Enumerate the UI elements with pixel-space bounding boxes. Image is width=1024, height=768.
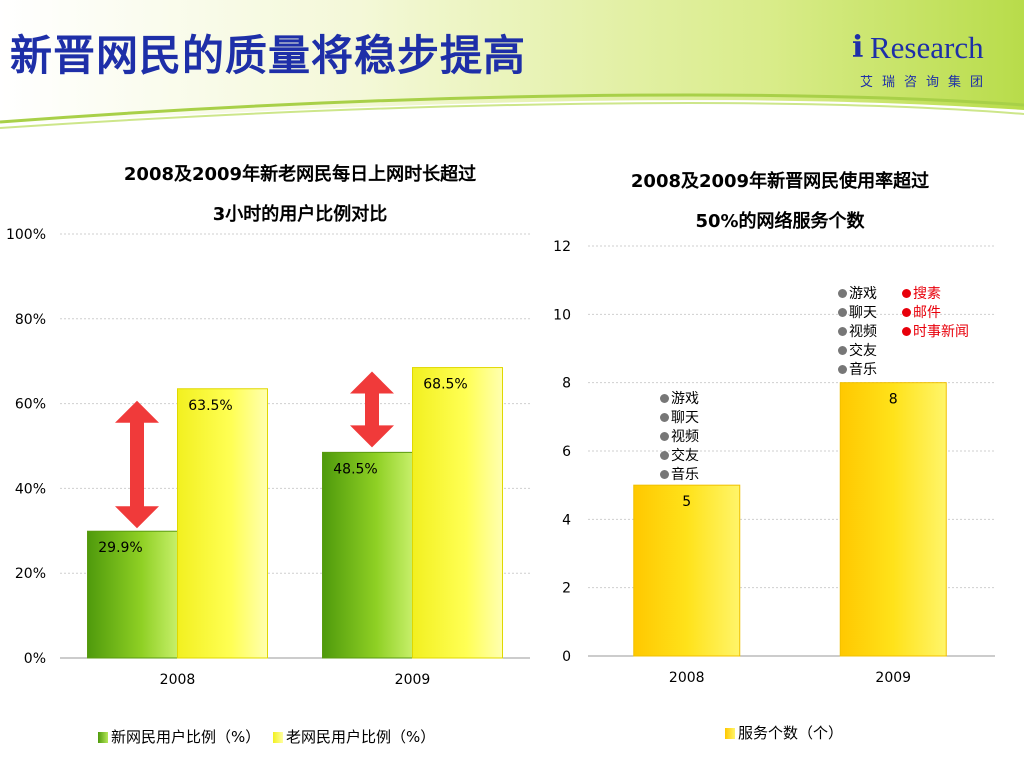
- annot-2008-item: 视频: [660, 428, 699, 447]
- bar-new-2009: [322, 451, 413, 659]
- y-tick-label: 40%: [15, 481, 46, 497]
- bullet-icon: [902, 308, 911, 317]
- bullet-icon: [838, 289, 847, 298]
- legend-swatch-gold: [725, 728, 735, 739]
- header-banner: [0, 0, 1024, 129]
- y-tick-label: 10: [553, 307, 571, 323]
- bullet-icon: [660, 470, 669, 479]
- legend-item-old: 老网民用户比例（%）: [273, 726, 435, 747]
- data-label: 5: [682, 494, 691, 510]
- annot-2009-grey-list: 游戏 聊天 视频 交友 音乐: [838, 285, 877, 380]
- annot-2009-item: 游戏: [838, 285, 877, 304]
- legend-item-new: 新网民用户比例（%）: [98, 726, 260, 747]
- x-tick-label: 2009: [395, 672, 431, 688]
- y-tick-label: 4: [562, 512, 571, 528]
- annot-2008-item: 聊天: [660, 409, 699, 428]
- y-tick-label: 0%: [24, 651, 46, 667]
- chart2-legend: 服务个数（个）: [725, 722, 851, 743]
- chart1-title: 2008及2009年新老网民每日上网时长超过 3小时的用户比例对比: [60, 155, 540, 235]
- x-tick-label: 2009: [875, 670, 911, 686]
- data-label: 68.5%: [423, 377, 467, 393]
- double-arrow-icon: [115, 400, 159, 529]
- annot-2009-red-item: 搜素: [902, 285, 969, 304]
- bullet-icon: [660, 394, 669, 403]
- bullet-icon: [902, 289, 911, 298]
- legend-swatch-yellow: [273, 732, 284, 743]
- bar-services-2008: [633, 484, 741, 657]
- bar-services-2009: [839, 382, 947, 657]
- y-tick-label: 100%: [6, 227, 46, 243]
- y-tick-label: 2: [562, 581, 571, 597]
- chart2-title-line2: 50%的网络服务个数: [695, 211, 865, 232]
- annot-2008-list: 游戏 聊天 视频 交友 音乐: [660, 390, 699, 485]
- y-tick-label: 8: [562, 376, 571, 392]
- y-tick-label: 0: [562, 649, 571, 665]
- logo-letter: i: [852, 30, 864, 65]
- bullet-icon: [660, 432, 669, 441]
- data-label: 29.9%: [98, 540, 142, 556]
- annot-2008-item: 交友: [660, 447, 699, 466]
- x-tick-label: 2008: [669, 670, 705, 686]
- bullet-icon: [838, 308, 847, 317]
- annot-2009-item: 交友: [838, 342, 877, 361]
- bullet-icon: [660, 413, 669, 422]
- double-arrow-icon: [350, 371, 394, 448]
- logo-subtitle: 艾瑞咨询集团: [860, 75, 993, 90]
- data-label: 8: [889, 392, 898, 408]
- y-tick-label: 80%: [15, 312, 46, 328]
- y-tick-label: 6: [562, 444, 571, 460]
- annot-2009-item: 聊天: [838, 304, 877, 323]
- annot-2009-item: 视频: [838, 323, 877, 342]
- x-tick-label: 2008: [160, 672, 196, 688]
- annot-2008-item: 音乐: [660, 466, 699, 485]
- chart1-title-line1: 2008及2009年新老网民每日上网时长超过: [123, 164, 477, 185]
- annot-2009-red-list: 搜素 邮件 时事新闻: [902, 285, 969, 342]
- logo-wordmark: Research: [870, 30, 984, 65]
- annot-2009-red-item: 时事新闻: [902, 323, 969, 342]
- y-tick-label: 60%: [15, 397, 46, 413]
- bar-old-2009: [412, 367, 503, 659]
- bullet-icon: [838, 327, 847, 336]
- legend-item-services: 服务个数（个）: [725, 722, 843, 743]
- y-tick-label: 12: [553, 239, 571, 255]
- legend-swatch-green: [98, 732, 108, 743]
- chart2-title: 2008及2009年新晋网民使用率超过 50%的网络服务个数: [560, 162, 1000, 242]
- chart2-title-line1: 2008及2009年新晋网民使用率超过: [630, 171, 930, 192]
- bullet-icon: [660, 451, 669, 460]
- data-label: 63.5%: [188, 398, 232, 414]
- chart1-legend: 新网民用户比例（%） 老网民用户比例（%）: [98, 726, 443, 747]
- bullet-icon: [902, 327, 911, 336]
- annot-2009-red-item: 邮件: [902, 304, 969, 323]
- bullet-icon: [838, 365, 847, 374]
- annot-2008-item: 游戏: [660, 390, 699, 409]
- data-label: 48.5%: [333, 461, 377, 477]
- y-tick-label: 20%: [15, 566, 46, 582]
- annot-2009-item: 音乐: [838, 361, 877, 380]
- chart1-title-line2: 3小时的用户比例对比: [212, 204, 388, 225]
- page-title: 新晋网民的质量将稳步提高: [10, 31, 527, 80]
- bar-old-2008: [177, 388, 268, 659]
- bullet-icon: [838, 346, 847, 355]
